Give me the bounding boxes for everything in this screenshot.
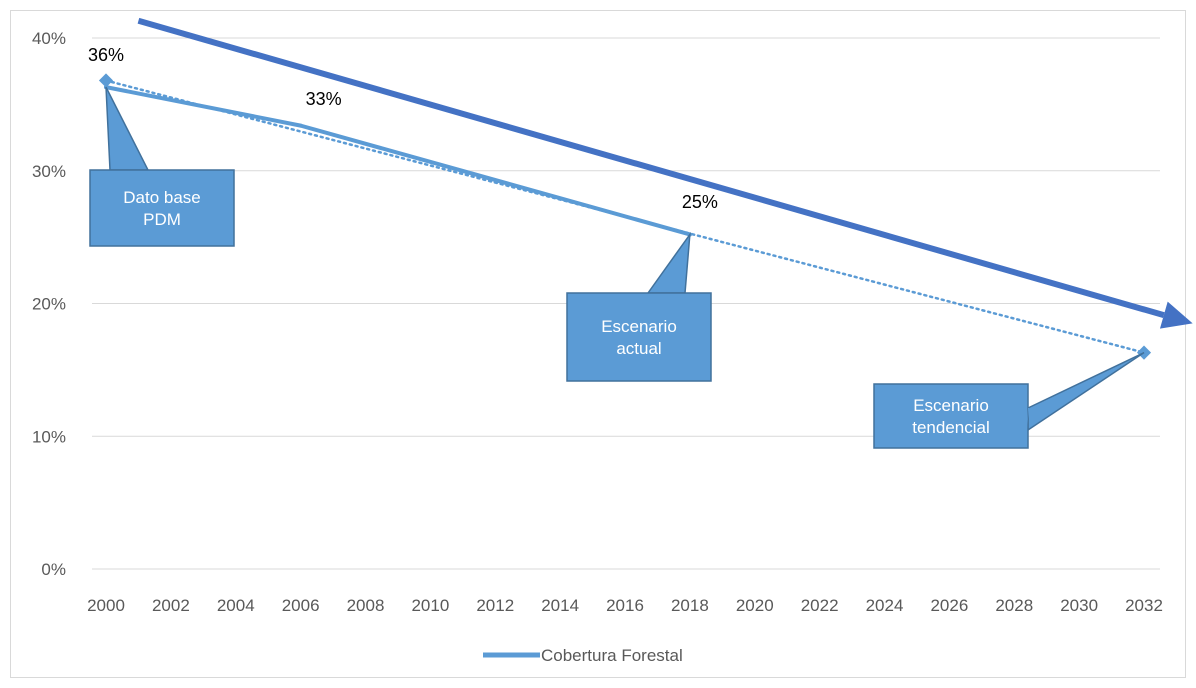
data-label: 36% [88, 45, 124, 65]
y-axis-ticks: 0% 10% 20% 30% 40% [32, 29, 66, 579]
data-label: 33% [306, 89, 342, 109]
legend-label: Cobertura Forestal [541, 646, 683, 665]
x-tick-label: 2010 [411, 596, 449, 615]
callout-box [873, 383, 1029, 449]
callout-text-line: actual [616, 339, 661, 358]
y-tick-label: 30% [32, 162, 66, 181]
x-tick-label: 2016 [606, 596, 644, 615]
callout-pointer [105, 86, 150, 171]
trend-arrow-head [1159, 301, 1193, 329]
callout-pointer [1027, 351, 1145, 432]
x-tick-label: 2020 [736, 596, 774, 615]
data-labels-layer: 36% 33% 25% [88, 45, 718, 212]
x-tick-label: 2026 [930, 596, 968, 615]
legend: Cobertura Forestal [483, 646, 683, 665]
x-tick-label: 2008 [347, 596, 385, 615]
data-label: 25% [682, 192, 718, 212]
callout-text-line: Escenario [913, 396, 989, 415]
x-tick-label: 2028 [995, 596, 1033, 615]
callout-box [566, 292, 712, 382]
x-tick-label: 2006 [282, 596, 320, 615]
y-tick-label: 40% [32, 29, 66, 48]
x-tick-label: 2022 [801, 596, 839, 615]
trend-arrow-shaft [137, 17, 1165, 319]
callouts-layer: Dato base PDM Escenario actual Escenario tend… [89, 86, 1145, 449]
callout-escenario-actual: Escenario actual [566, 231, 712, 382]
x-tick-label: 2030 [1060, 596, 1098, 615]
x-tick-label: 2032 [1125, 596, 1163, 615]
series-point [298, 123, 303, 128]
x-tick-label: 2012 [476, 596, 514, 615]
callout-dato-base-pdm: Dato base PDM [89, 86, 235, 247]
x-tick-label: 2024 [866, 596, 904, 615]
x-tick-label: 2002 [152, 596, 190, 615]
callout-text-line: Escenario [601, 317, 677, 336]
callout-pointer [646, 231, 691, 294]
callout-text-line: PDM [143, 210, 181, 229]
x-tick-label: 2018 [671, 596, 709, 615]
callout-text-line: tendencial [912, 418, 990, 437]
x-tick-label: 2014 [541, 596, 579, 615]
y-tick-label: 10% [32, 427, 66, 446]
callout-box [89, 169, 235, 247]
x-tick-label: 2004 [217, 596, 255, 615]
x-axis-ticks: 2000 2002 2004 2006 2008 2010 2012 2014 2016 2018… [87, 596, 1163, 615]
trend-arrow [137, 17, 1193, 329]
y-tick-label: 20% [32, 295, 66, 314]
callout-text-line: Dato base [123, 188, 201, 207]
y-tick-label: 0% [41, 560, 66, 579]
callout-seam [1027, 408, 1029, 430]
x-tick-label: 2000 [87, 596, 125, 615]
callout-escenario-tendencial: Escenario tendencial [873, 351, 1145, 449]
